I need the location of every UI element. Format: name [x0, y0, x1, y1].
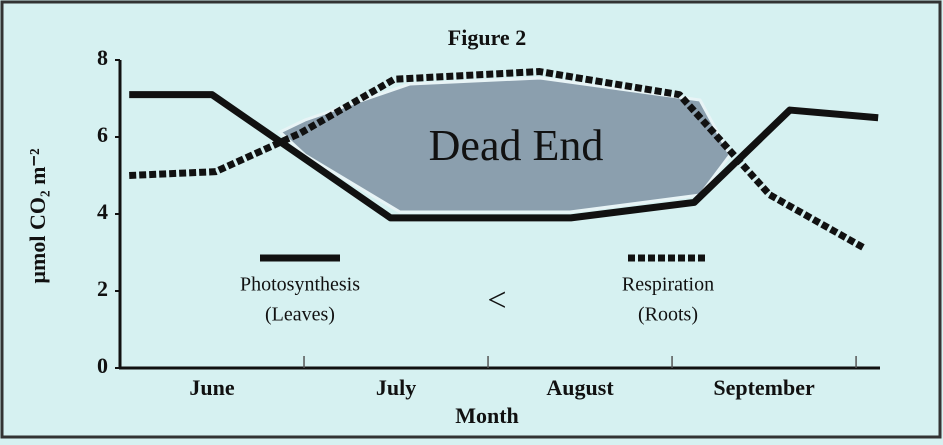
series-line: [129, 68, 867, 252]
legend-detail: (Leaves): [265, 304, 335, 326]
y-tick-label: 6: [97, 122, 108, 147]
series-line: [129, 91, 879, 222]
x-tick-label: June: [189, 375, 234, 400]
x-tick-label: August: [546, 375, 614, 400]
x-tick-label: July: [376, 375, 416, 400]
y-tick-label: 8: [97, 45, 108, 70]
relation-sign: <: [487, 282, 506, 319]
y-tick-label: 0: [97, 353, 108, 378]
legend-label: Photosynthesis: [240, 274, 360, 296]
x-axis-label: Month: [455, 403, 519, 428]
chart-title: Figure 2: [448, 25, 526, 50]
legend-label: Respiration: [622, 274, 714, 296]
region-label: Dead End: [429, 121, 604, 170]
y-tick-label: 2: [97, 276, 108, 301]
legend-detail: (Roots): [638, 304, 698, 326]
y-axis-label: µmol CO₂ m⁻²: [25, 148, 50, 284]
x-tick-label: September: [713, 375, 815, 400]
y-tick-label: 4: [97, 199, 108, 224]
